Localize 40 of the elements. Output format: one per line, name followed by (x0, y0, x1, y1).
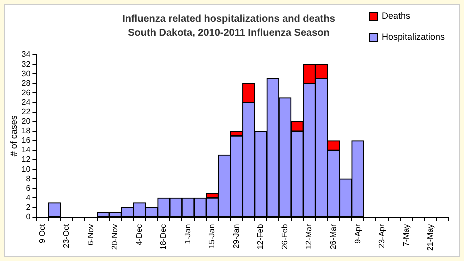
y-tick-label: 22 (22, 107, 32, 116)
y-tick-label: 30 (22, 69, 32, 78)
y-tick-label: 24 (22, 98, 32, 107)
x-tick-label: 26-Mar (329, 224, 338, 250)
y-tick-label: 8 (26, 174, 32, 184)
chart-subtitle: South Dakota, 2010-2011 Influenza Season (128, 28, 330, 39)
x-tick-label: 9 Oct (38, 224, 47, 244)
y-tick-label: 2 (26, 202, 32, 212)
x-tick-label: 9-Apr (353, 224, 362, 244)
y-tick-label: 26 (22, 88, 32, 98)
x-tick-label: 21-May (426, 224, 436, 252)
x-tick-label: 6-Nov (86, 224, 96, 246)
x-tick-label: 18-Dec (159, 224, 168, 250)
y-tick-label: 16 (22, 136, 32, 146)
legend-label: Deaths (382, 11, 410, 21)
x-tick-label: 20-Nov (110, 224, 120, 250)
y-axis-title: # of cases (8, 115, 19, 157)
x-tick-label: 12-Feb (256, 224, 266, 250)
y-tick-label: 32 (22, 60, 32, 69)
y-tick-label: 12 (22, 155, 32, 164)
x-tick-label: 15-Jan (208, 224, 217, 249)
x-tick-label: 1-Jan (183, 224, 192, 244)
y-tick-label: 34 (22, 50, 32, 60)
y-tick-label: 10 (22, 164, 32, 174)
x-tick-label: 7-May (402, 224, 411, 247)
y-tick-label: 18 (22, 126, 32, 136)
x-tick-label: 26-Feb (280, 224, 290, 250)
y-tick-label: 14 (22, 146, 32, 155)
y-tick-label: 4 (26, 193, 32, 202)
y-tick-label: 28 (22, 78, 32, 88)
x-tick-label: 4-Dec (134, 224, 144, 246)
legend-label: Hospitalizations (382, 32, 445, 42)
y-tick-label: 20 (22, 117, 32, 126)
chart-title: Influenza related hospitalizations and deaths (122, 14, 336, 25)
x-tick-label: 23-Apr (378, 224, 387, 248)
y-tick-label: 0 (26, 212, 32, 222)
x-tick-label: 23-Oct (62, 224, 72, 248)
x-tick-label: 29-Jan (232, 224, 241, 249)
y-tick-label: 6 (26, 184, 32, 193)
x-tick-label: 12-Mar (304, 224, 314, 250)
